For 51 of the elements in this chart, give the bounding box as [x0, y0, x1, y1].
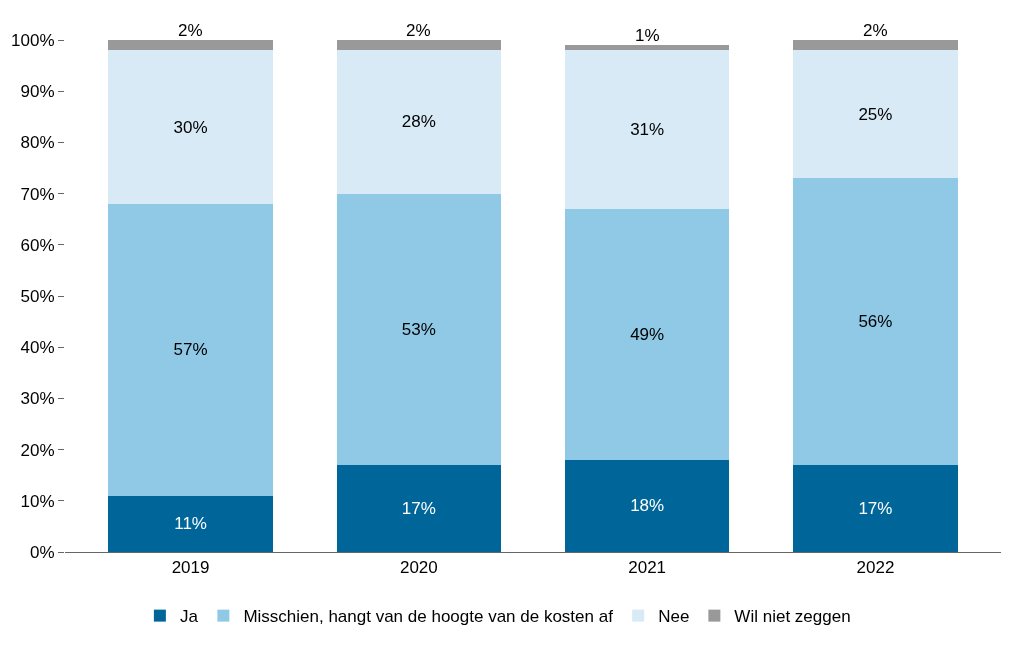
bar	[336, 464, 502, 552]
legend-label: Ja	[179, 607, 199, 627]
bar	[564, 208, 730, 460]
y-tick-label: 90%	[20, 82, 55, 102]
bar	[108, 40, 273, 51]
bar	[793, 178, 958, 465]
y-tick-label: 20%	[20, 440, 55, 460]
legend-label: Wil niet zeggen	[734, 607, 851, 627]
y-tick-label: 10%	[20, 491, 55, 511]
data-label: 2%	[406, 21, 431, 40]
y-tick-label: 100%	[11, 30, 55, 50]
x-tick-label: 2019	[171, 558, 210, 578]
bar	[793, 50, 958, 179]
y-tick-label: 50%	[20, 286, 55, 306]
bar	[564, 50, 730, 209]
data-label: 2%	[863, 21, 888, 40]
bar	[564, 459, 730, 552]
x-tick-label: 2020	[399, 558, 438, 578]
bar	[108, 50, 273, 204]
data-label: 17%	[401, 498, 436, 518]
data-label: 1%	[635, 26, 660, 45]
bar	[336, 193, 502, 465]
legend-label: Misschien, hangt van de hoogte van de kosten af	[243, 607, 614, 627]
x-tick-label: 2021	[628, 558, 667, 578]
bar	[336, 50, 502, 194]
x-tick-label: 2022	[856, 558, 895, 578]
data-label: 25%	[858, 104, 893, 124]
y-tick-label: 60%	[20, 235, 55, 255]
data-label: 11%	[174, 514, 207, 534]
data-label: 30%	[173, 117, 208, 137]
data-label: 49%	[630, 324, 665, 344]
y-tick-label: 80%	[20, 133, 55, 153]
data-label: 28%	[401, 112, 436, 132]
bar	[564, 45, 730, 51]
data-label: 2%	[178, 21, 203, 40]
bar	[793, 40, 958, 51]
bar	[336, 40, 502, 51]
y-tick-label: 40%	[20, 338, 55, 358]
y-tick-label: 0%	[30, 542, 55, 562]
bar	[793, 464, 958, 552]
legend-label: Nee	[658, 607, 690, 627]
bar	[108, 203, 273, 496]
data-label: 18%	[630, 496, 665, 516]
y-tick-label: 30%	[20, 389, 55, 409]
bar	[108, 495, 273, 552]
data-label: 53%	[401, 319, 436, 339]
data-label: 57%	[173, 340, 208, 360]
data-label: 56%	[858, 312, 893, 332]
data-label: 31%	[630, 120, 665, 140]
data-label: 17%	[858, 498, 893, 518]
y-tick-label: 70%	[20, 184, 55, 204]
